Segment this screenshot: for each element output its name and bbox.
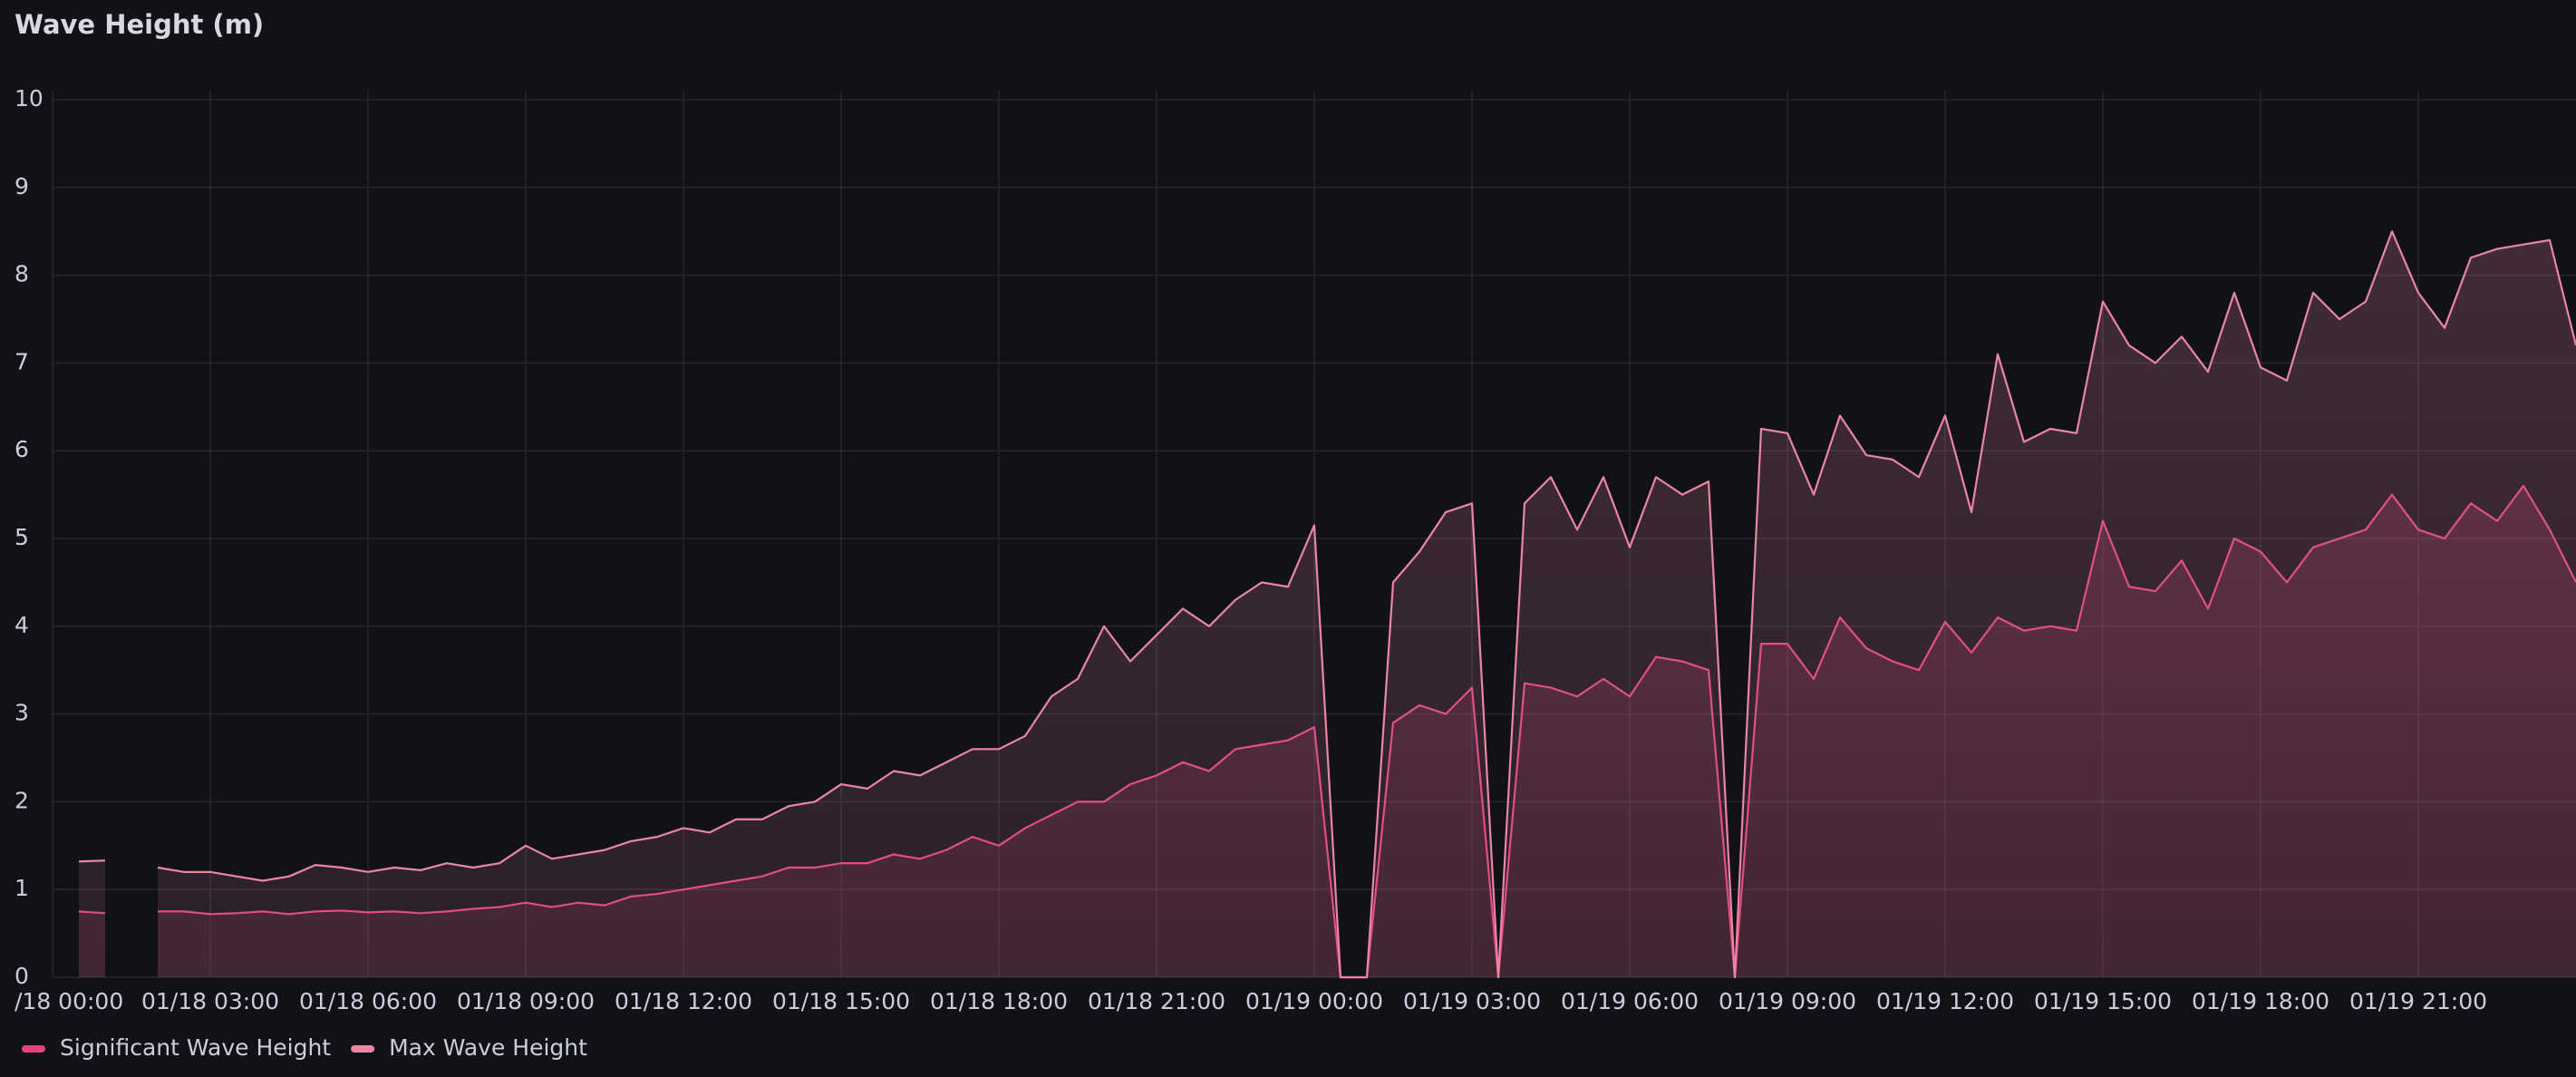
legend-swatch[interactable] xyxy=(351,1045,375,1053)
series-line xyxy=(78,230,2576,979)
y-tick-label: 1 xyxy=(15,875,29,901)
x-tick-label: 01/18 06:00 xyxy=(299,988,437,1014)
y-tick-label: 10 xyxy=(15,85,44,112)
legend-item[interactable]: Max Wave Height xyxy=(351,1034,587,1061)
legend-label[interactable]: Max Wave Height xyxy=(389,1034,587,1061)
x-tick-label: 01/18 15:00 xyxy=(772,988,910,1014)
legend-swatch[interactable] xyxy=(22,1045,45,1053)
y-tick-label: 9 xyxy=(15,173,29,199)
chart-title: Wave Height (m) xyxy=(15,9,264,40)
x-tick-label: /18 00:00 xyxy=(15,988,123,1014)
x-tick-label: 01/19 09:00 xyxy=(1719,988,1856,1014)
y-tick-label: 5 xyxy=(15,524,29,550)
y-tick-label: 8 xyxy=(15,261,29,287)
x-tick-label: 01/19 03:00 xyxy=(1403,988,1541,1014)
x-tick-label: 01/19 15:00 xyxy=(2034,988,2172,1014)
x-tick-label: 01/18 18:00 xyxy=(930,988,1068,1014)
x-tick-label: 01/18 03:00 xyxy=(141,988,279,1014)
x-tick-label: 01/19 06:00 xyxy=(1561,988,1699,1014)
x-tick-label: 01/19 18:00 xyxy=(2192,988,2329,1014)
legend-label[interactable]: Significant Wave Height xyxy=(60,1034,331,1061)
legend-item[interactable]: Significant Wave Height xyxy=(22,1034,331,1061)
y-tick-label: 6 xyxy=(15,436,29,462)
x-tick-label: 01/19 00:00 xyxy=(1245,988,1383,1014)
y-tick-label: 7 xyxy=(15,348,29,374)
series-area xyxy=(79,231,2576,977)
x-tick-label: 01/19 12:00 xyxy=(1876,988,2014,1014)
y-tick-label: 3 xyxy=(15,700,29,726)
x-tick-label: 01/18 09:00 xyxy=(457,988,595,1014)
y-tick-label: 4 xyxy=(15,612,29,638)
x-tick-label: 01/19 21:00 xyxy=(2349,988,2487,1014)
x-tick-label: 01/18 21:00 xyxy=(1088,988,1225,1014)
y-tick-label: 0 xyxy=(15,963,29,989)
y-tick-label: 2 xyxy=(15,787,29,813)
x-tick-label: 01/18 12:00 xyxy=(615,988,752,1014)
